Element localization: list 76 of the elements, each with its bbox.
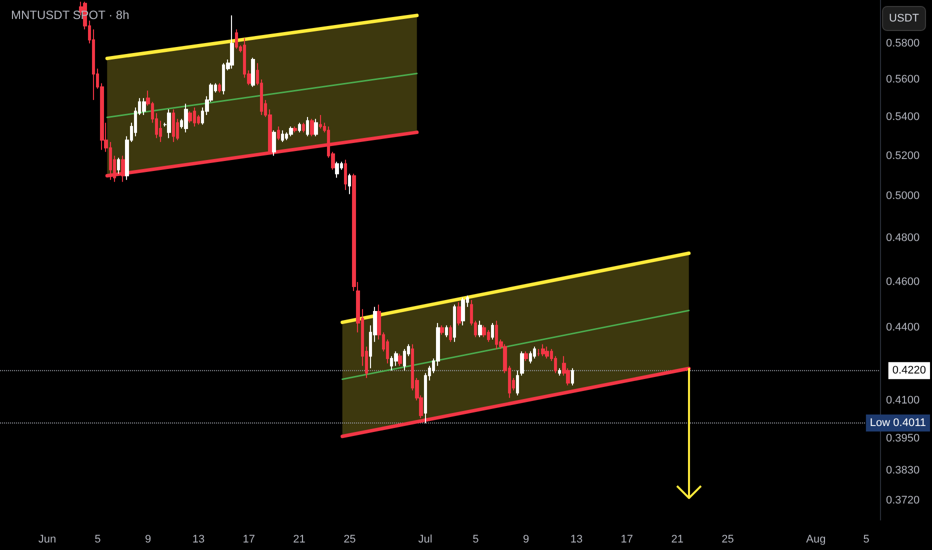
- candlestick: [235, 28, 238, 50]
- candlestick: [491, 322, 494, 340]
- y-tick-label: 0.3950: [886, 432, 920, 445]
- candlestick: [319, 114, 322, 129]
- candlestick: [188, 110, 192, 124]
- candlestick: [335, 161, 339, 178]
- candlestick: [344, 159, 347, 190]
- x-tick-label: 21: [671, 534, 684, 546]
- candlestick: [218, 82, 221, 93]
- candlestick: [289, 126, 293, 137]
- y-tick-label: 0.5400: [886, 110, 920, 123]
- candlestick: [306, 116, 309, 137]
- candlestick: [461, 297, 465, 326]
- y-tick-label: 0.3830: [886, 464, 920, 476]
- x-tick-label: Jun: [38, 534, 56, 546]
- candlestick: [172, 108, 175, 143]
- y-tick-label: 0.4400: [886, 322, 920, 334]
- candlestick: [571, 368, 574, 386]
- candlestick: [184, 103, 188, 133]
- candlestick: [314, 118, 318, 137]
- candlestick: [457, 302, 461, 326]
- y-tick-label: 0.4600: [886, 276, 920, 288]
- candlestick: [478, 320, 482, 338]
- x-tick-label: 5: [863, 534, 870, 546]
- candlestick: [293, 126, 297, 133]
- x-tick-label: 25: [344, 534, 356, 546]
- candlestick: [545, 346, 549, 360]
- y-tick-label: 0.5800: [886, 37, 920, 50]
- y-tick-label: 0.5000: [886, 190, 920, 202]
- x-tick-label: 25: [722, 534, 734, 546]
- x-tick-label: 17: [242, 534, 256, 546]
- x-tick-label: Jul: [418, 534, 432, 546]
- y-tick-label: 0.5200: [886, 150, 920, 162]
- candlestick: [348, 173, 351, 195]
- candlestick: [298, 122, 301, 133]
- y-tick-label: 0.4100: [886, 394, 920, 406]
- candlestick: [524, 350, 528, 362]
- candlestick: [272, 130, 276, 156]
- candlestick: [394, 350, 398, 366]
- candlestick: [398, 353, 402, 366]
- candlestick: [230, 14, 234, 70]
- candlestick: [541, 344, 545, 357]
- candlestick: [529, 350, 532, 364]
- candlestick: [142, 98, 146, 116]
- candlestick: [440, 324, 444, 336]
- candlestick: [117, 157, 120, 174]
- candlestick: [533, 346, 536, 360]
- x-tick-label: 21: [293, 534, 306, 546]
- text: USDT: [889, 12, 920, 24]
- x-tick-label: 9: [145, 534, 152, 546]
- candlestick: [558, 368, 561, 376]
- x-tick-label: 13: [192, 534, 205, 546]
- x-tick-label: Aug: [806, 534, 826, 546]
- candlestick: [520, 350, 524, 376]
- x-tick-label: 17: [620, 534, 634, 546]
- candlestick: [281, 130, 284, 143]
- candlestick: [453, 304, 456, 342]
- candlestick: [310, 118, 314, 137]
- y-tick-label: 0.3720: [886, 494, 920, 506]
- candlestick: [302, 122, 305, 133]
- x-tick-label: 13: [570, 534, 583, 546]
- candlestick: [277, 126, 280, 141]
- x-tick-label: 5: [472, 534, 479, 546]
- candlestick: [445, 324, 448, 338]
- candlestick: [251, 57, 255, 88]
- candlestick: [482, 324, 486, 338]
- ref-line-label: Low 0.4011: [870, 416, 926, 429]
- candlestick: [516, 370, 519, 396]
- candlestick: [167, 108, 171, 139]
- ref-line-label: 0.4220: [892, 364, 926, 377]
- x-tick-label: 5: [94, 534, 101, 546]
- candlestick: [449, 324, 452, 342]
- x-tick-label: 9: [523, 534, 530, 546]
- y-tick-label: 0.5600: [886, 74, 920, 86]
- candlestick: [403, 348, 406, 372]
- y-tick-label: 0.4800: [886, 232, 920, 244]
